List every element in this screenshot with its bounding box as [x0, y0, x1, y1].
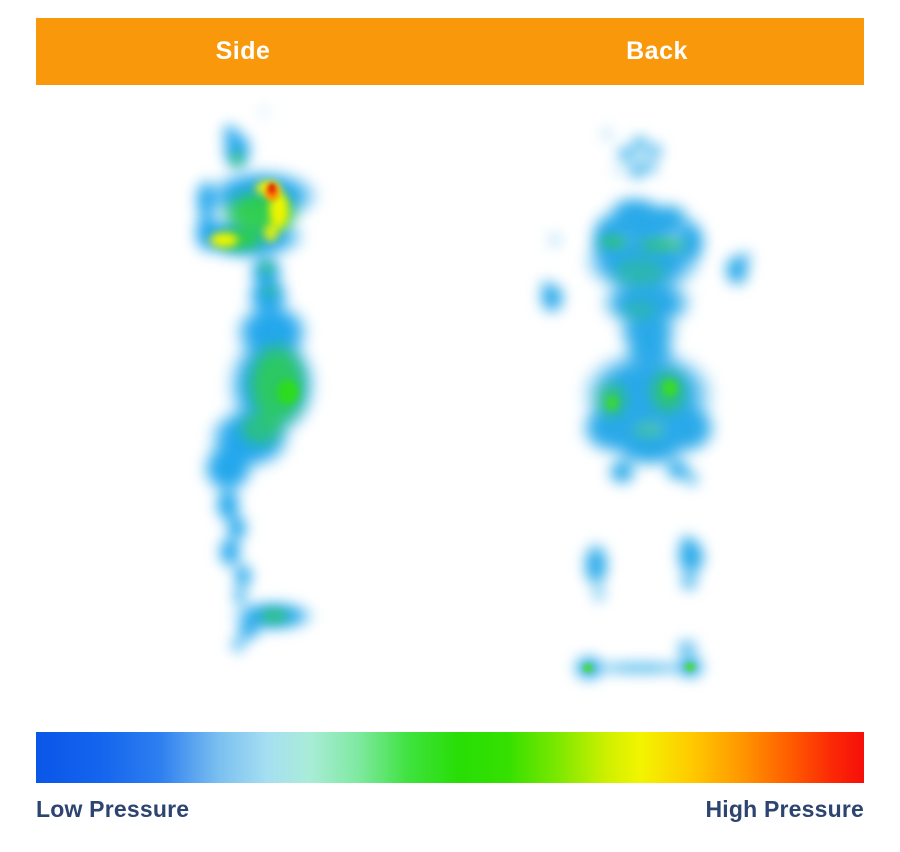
pressure-blob	[202, 442, 254, 494]
back-column-header: Back	[450, 18, 864, 85]
pressure-blob	[679, 535, 695, 551]
pressure-blob	[275, 377, 301, 407]
pressure-blob	[269, 183, 275, 191]
pressure-blob	[610, 255, 670, 289]
pressure-blob	[226, 514, 248, 542]
pressure-blob	[258, 610, 290, 622]
pressure-blob	[647, 144, 663, 158]
pressure-blob	[604, 128, 610, 140]
pressure-blob	[231, 638, 245, 652]
high-pressure-label: High Pressure	[705, 796, 864, 822]
back-column-label: Back	[626, 37, 688, 65]
pressure-blob	[582, 663, 594, 673]
pressure-blob	[263, 285, 277, 297]
pressure-blob	[207, 231, 241, 249]
pressure-blob	[549, 233, 561, 247]
pressure-blob	[589, 663, 693, 673]
pressure-blob	[680, 573, 698, 591]
pressure-blob	[617, 146, 635, 162]
pressure-blob	[236, 621, 260, 641]
pressure-blob	[237, 410, 285, 448]
pressure-blob	[583, 542, 609, 588]
pressure-blob	[614, 166, 624, 174]
pressure-blob	[634, 240, 690, 250]
pressure-blob	[222, 124, 238, 142]
pressure-scale-gradient	[36, 732, 864, 783]
pressure-blob	[262, 222, 280, 244]
pressure-blob	[233, 563, 253, 589]
pressure-blob	[597, 237, 629, 247]
position-header-bar: Side Back	[36, 18, 864, 85]
side-column-label: Side	[215, 37, 271, 65]
pressure-blob	[260, 107, 268, 117]
pressure-blob	[231, 152, 243, 166]
pressure-blob	[661, 378, 679, 398]
pressure-blob	[260, 261, 274, 275]
pressure-blob	[620, 298, 660, 322]
pressure-blob	[628, 163, 646, 179]
pressure-blob	[627, 146, 653, 168]
pressure-blob	[685, 471, 699, 487]
pressure-blob	[593, 586, 605, 602]
pressure-blob	[540, 280, 552, 292]
pressure-blob	[630, 419, 666, 441]
pressure-blob	[233, 587, 247, 605]
pressure-blob	[218, 536, 242, 568]
pressure-blob	[676, 640, 698, 656]
pressure-blob	[604, 394, 620, 412]
pressure-blob	[608, 459, 636, 485]
pressure-blob	[665, 459, 691, 481]
pressure-blob	[631, 136, 649, 150]
low-pressure-label: Low Pressure	[36, 796, 190, 822]
side-column-header: Side	[36, 18, 450, 85]
pressure-blob	[644, 161, 658, 173]
pressure-blob	[740, 251, 752, 263]
pressure-blob	[684, 662, 696, 672]
